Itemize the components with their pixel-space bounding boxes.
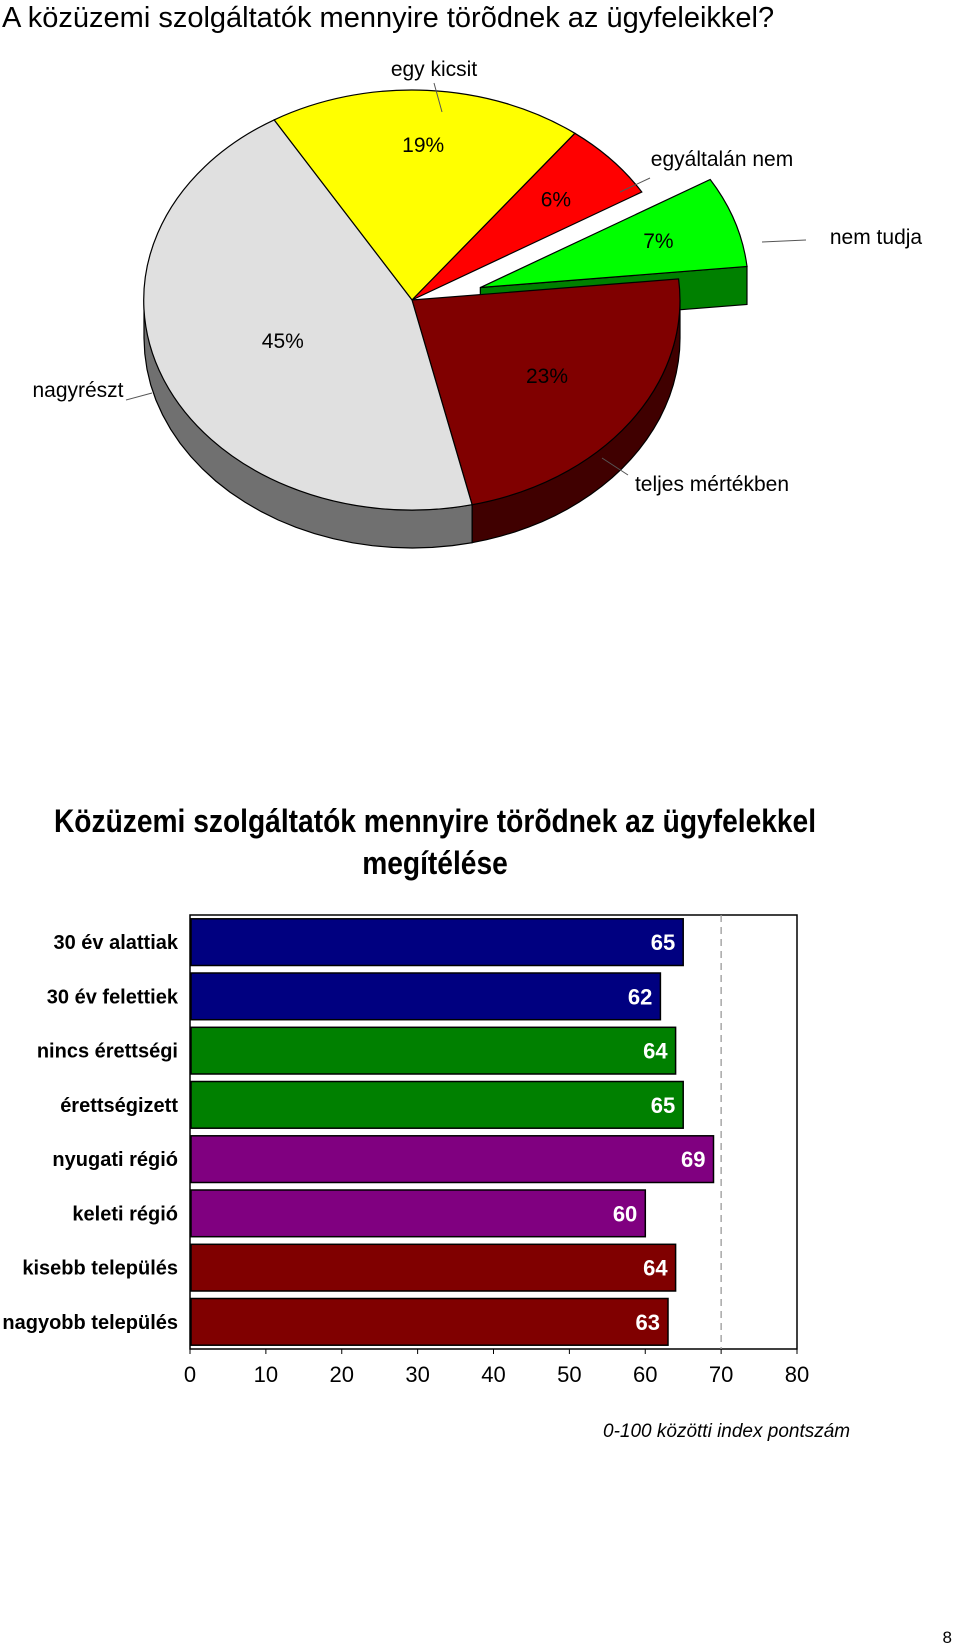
bar-erettsegizett — [190, 1080, 684, 1129]
pie-category-label-nem-tudja: nem tudja — [830, 226, 923, 249]
x-axis-ticks: 0 10 20 30 40 50 60 70 80 — [184, 1349, 809, 1387]
page-number: 8 — [942, 1628, 952, 1647]
pie-slice-nem-tudja — [480, 178, 748, 289]
pie-value-label-egy-kicsit: 19% — [402, 134, 444, 157]
bar-nagyobb-telepules — [190, 1297, 669, 1346]
pie-labels: 19% egy kicsit 6% egyáltalán nem 7% nem tudja… — [32, 58, 922, 496]
bar-value-label-kisebb-telepules: 64 — [643, 1256, 668, 1281]
pie-chart: 19% egy kicsit 6% egyáltalán nem 7% nem tudja… — [32, 58, 922, 549]
category-label-30-ev-alattiak: 30 év alattiak — [53, 932, 178, 954]
category-labels: 30 év alattiak 30 év felettiek nincs érett… — [2, 932, 178, 1334]
pie-slices — [143, 89, 748, 511]
x-tick-label: 0 — [184, 1362, 196, 1387]
pie-value-label-teljes-mertekben: 23% — [526, 365, 568, 388]
page-title: A közüzemi szolgáltatók mennyire törõdne… — [2, 2, 775, 34]
pie-category-label-nagyreszt: nagyrészt — [32, 379, 123, 402]
pie-leader-nem-tudja — [761, 239, 807, 243]
bar-chart: 65 62 64 65 69 60 64 63 30 év alattiak 30 év fel… — [2, 914, 809, 1387]
x-tick-label: 40 — [481, 1362, 505, 1387]
x-tick-label: 70 — [709, 1362, 733, 1387]
pie-leader-lines — [125, 82, 807, 476]
pie-category-label-egy-kicsit: egy kicsit — [391, 58, 478, 81]
x-axis-label: 0-100 közötti index pontszám — [603, 1421, 851, 1442]
category-label-nyugati-regio: nyugati régió — [52, 1149, 178, 1171]
pie-category-label-egyaltalan-nem: egyáltalán nem — [651, 148, 793, 171]
category-label-erettsegizett: érettségizett — [60, 1095, 178, 1117]
category-label-nincs-erettsegi: nincs érettségi — [37, 1041, 178, 1063]
pie-value-label-nem-tudja: 7% — [643, 230, 673, 253]
bar-nincs-erettsegi — [190, 1026, 677, 1075]
pie-value-label-nagyreszt: 45% — [262, 330, 304, 353]
bar-value-label-nagyobb-telepules: 63 — [636, 1310, 660, 1335]
x-tick-label: 30 — [405, 1362, 429, 1387]
pie-value-label-egyaltalan-nem: 6% — [541, 188, 571, 211]
bar-value-label-nincs-erettsegi: 64 — [643, 1039, 668, 1064]
bar-value-label-nyugati-regio: 69 — [681, 1147, 705, 1172]
bar-kisebb-telepules — [190, 1243, 677, 1292]
bar-chart-title: Közüzemi szolgáltatók mennyire törõdnek … — [53, 803, 817, 881]
bars: 65 62 64 65 69 60 64 63 — [190, 918, 715, 1346]
bar-value-label-30-ev-alattiak: 65 — [651, 930, 675, 955]
pie-leader-egy-kicsit — [433, 82, 443, 113]
pie-slice-egyaltalan-nem — [411, 132, 643, 301]
pie-category-label-teljes-mertekben: teljes mértékben — [635, 473, 789, 496]
pie-leader-egyaltalan-nem — [619, 177, 651, 193]
pie-slice-teljes-mertekben — [411, 278, 681, 506]
bar-30-ev-felettiek — [190, 972, 662, 1021]
pie-leader-nagyreszt — [125, 392, 153, 401]
x-tick-label: 60 — [633, 1362, 657, 1387]
category-label-kisebb-telepules: kisebb település — [22, 1258, 178, 1280]
pie-leader-teljes-mertekben — [601, 457, 629, 476]
pie-slice-egy-kicsit — [273, 89, 576, 301]
bar-nyugati-regio — [190, 1135, 715, 1184]
bar-value-label-30-ev-felettiek: 62 — [628, 984, 652, 1009]
x-tick-label: 10 — [254, 1362, 278, 1387]
bar-value-label-keleti-regio: 60 — [613, 1201, 637, 1226]
category-label-30-ev-felettiek: 30 év felettiek — [47, 986, 179, 1008]
pie-slice-nagyreszt — [143, 119, 473, 511]
bar-30-ev-alattiak — [190, 918, 684, 967]
bar-value-label-erettsegizett: 65 — [651, 1093, 675, 1118]
bar-keleti-regio — [190, 1189, 647, 1238]
x-tick-label: 20 — [330, 1362, 354, 1387]
x-tick-label: 80 — [785, 1362, 809, 1387]
category-label-nagyobb-telepules: nagyobb település — [2, 1312, 178, 1334]
x-tick-label: 50 — [557, 1362, 581, 1387]
category-label-keleti-regio: keleti régió — [72, 1203, 178, 1225]
